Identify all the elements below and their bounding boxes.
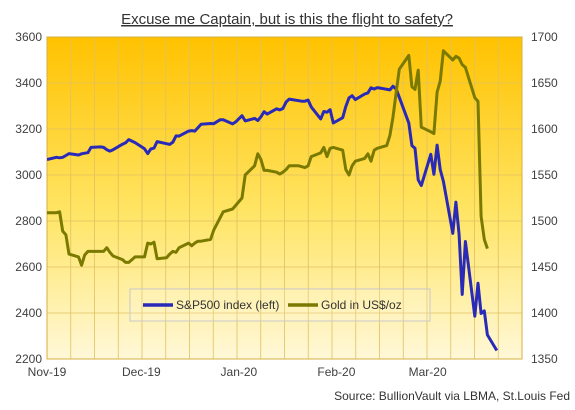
chart-title: Excuse me Captain, but is this the fligh… — [121, 11, 453, 28]
y-right-tick-label: 1350 — [531, 352, 558, 366]
source-note: Source: BullionVault via LBMA, St.Louis … — [334, 389, 570, 403]
y-axis-left: 2200 2400 2600 2800 3000 3200 3400 3600 — [15, 30, 42, 366]
y-left-tick-label: 3400 — [15, 76, 42, 90]
y-right-tick-label: 1500 — [531, 214, 558, 228]
y-axis-right: 1350 1400 1450 1500 1550 1600 1650 1700 — [531, 30, 558, 366]
legend-label-sp500: S&P500 index (left) — [176, 298, 279, 312]
x-tick-label: Mar-20 — [409, 365, 447, 379]
y-left-tick-label: 3000 — [15, 168, 42, 182]
legend-label-gold: Gold in US$/oz — [321, 298, 402, 312]
y-left-tick-label: 2800 — [15, 214, 42, 228]
y-right-tick-label: 1600 — [531, 122, 558, 136]
series-line-sp500 — [47, 84, 499, 352]
y-right-tick-label: 1450 — [531, 260, 558, 274]
y-right-tick-label: 1550 — [531, 168, 558, 182]
x-tick-label: Dec-19 — [122, 365, 161, 379]
legend-box — [129, 288, 431, 322]
x-tick-label: Feb-20 — [317, 365, 355, 379]
y-left-tick-label: 3600 — [15, 30, 42, 44]
y-right-tick-label: 1700 — [531, 30, 558, 44]
plot-border — [46, 36, 523, 360]
legend: S&P500 index (left) Gold in US$/oz — [129, 288, 431, 322]
y-left-tick-label: 2200 — [15, 352, 42, 366]
y-left-tick-label: 2600 — [15, 260, 42, 274]
x-tick-label: Nov-19 — [28, 365, 67, 379]
series-line-gold — [47, 49, 489, 267]
y-left-tick-label: 2400 — [15, 306, 42, 320]
x-axis: Nov-19 Dec-19 Jan-20 Feb-20 Mar-20 — [28, 365, 447, 379]
y-right-tick-label: 1400 — [531, 306, 558, 320]
y-right-tick-label: 1650 — [531, 76, 558, 90]
y-left-tick-label: 3200 — [15, 122, 42, 136]
series-lines — [47, 49, 499, 352]
x-tick-label: Jan-20 — [221, 365, 258, 379]
